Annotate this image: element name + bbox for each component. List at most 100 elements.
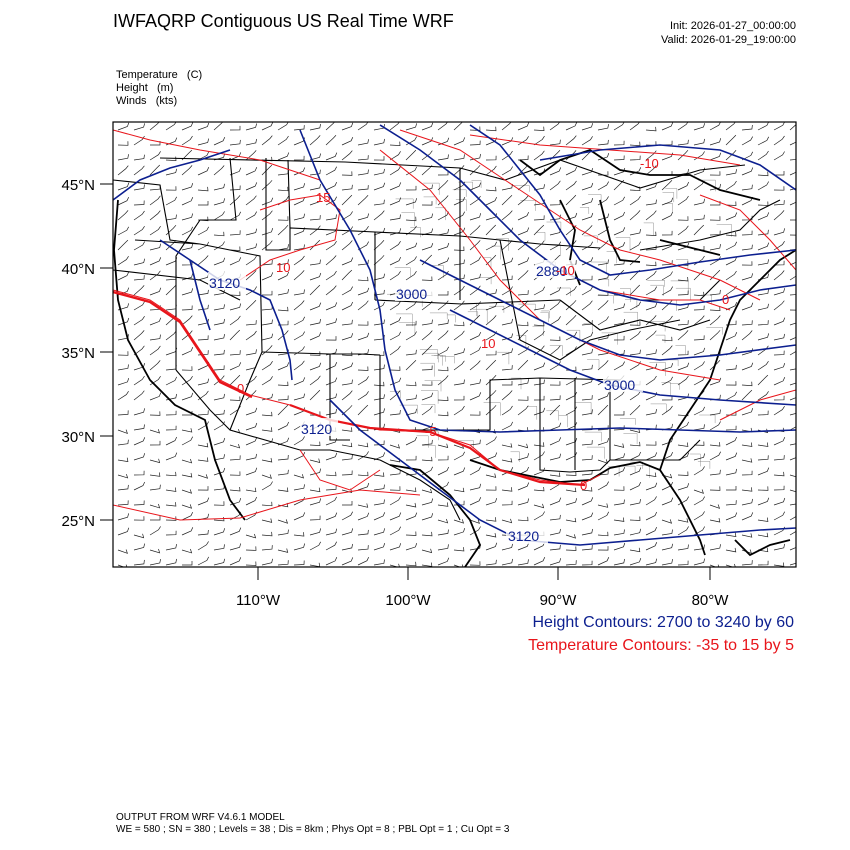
wind-barb [597,360,609,371]
wind-barb [581,257,594,266]
wind-barb [709,486,721,491]
wind-barb [629,499,641,506]
wind-barb [341,454,353,461]
wind-barb [501,183,513,191]
wind-barb [181,273,194,281]
wind-barb [389,486,401,491]
wind-barb [629,255,641,266]
wind-barb [485,533,497,538]
wind-barb [277,216,289,221]
wind-barb [549,122,561,131]
county-line [650,285,664,296]
wind-barb [133,408,146,416]
wind-barb [501,543,514,551]
wind-barb [165,410,177,416]
wind-barb [245,546,257,551]
wind-barb [613,517,625,522]
wind-barb [677,276,689,282]
wind-barb [309,332,322,341]
wind-barb [741,124,753,131]
wind-barb [485,405,497,416]
wind-barb [197,410,209,416]
wind-barb [373,182,386,191]
wind-barb [469,140,481,146]
wind-barb [245,243,258,251]
county-line [541,310,550,319]
county-line [516,335,527,349]
wind-barb [181,288,194,296]
wind-barb [229,230,241,236]
wind-barb [645,482,658,491]
wind-barb [725,452,738,461]
wind-barb [325,134,337,146]
county-line [546,410,559,421]
wind-barb [325,270,337,281]
wind-barb [165,530,177,536]
wind-barb [485,497,498,506]
wind-barb [789,234,796,236]
wind-barb [629,330,641,341]
wind-barb [325,528,338,536]
county-line [623,312,638,326]
wind-barb [741,261,753,266]
wind-barb [261,457,273,463]
wind-barb [325,318,338,326]
wind-barb [453,527,466,536]
wind-barb [725,134,737,146]
wind-barb [501,518,513,524]
wind-barb [133,258,146,266]
wind-barb [565,346,577,356]
wind-barb [421,405,433,416]
wind-barb [597,503,609,508]
wind-barb [469,346,482,356]
wind-barb [613,558,625,566]
wind-barb [293,512,306,521]
wind-barb [725,122,736,131]
wind-barb [725,150,737,161]
wind-barb [245,182,258,191]
wind-barb [117,513,130,521]
wind-barb [549,395,561,401]
wind-barb [229,455,241,461]
wind-barb [373,227,386,236]
wind-barb [773,288,786,296]
wind-barb [469,331,482,341]
wind-barb [405,381,417,387]
wind-barb [133,470,145,476]
wind-barb [213,375,225,386]
wind-barb [501,348,514,356]
wind-barb [485,375,497,386]
wind-barb [181,165,193,176]
county-line [579,207,589,214]
wind-barb [757,171,769,177]
wind-barb [213,241,225,251]
wind-barb [437,300,449,311]
wind-barb [741,151,754,161]
wind-barb [309,389,321,401]
wind-barb [485,390,497,401]
wind-barb [181,226,194,236]
county-line [670,280,689,295]
wind-barb [197,457,209,462]
wind-barb [165,304,177,311]
wind-barb [357,241,370,251]
wind-barb [325,362,338,371]
wind-barb [133,285,145,296]
wind-barb [453,405,465,416]
wind-barb [645,330,657,341]
county-line [467,311,478,319]
county-line [615,237,631,252]
wind-barb [773,270,785,281]
wind-barb [389,214,401,221]
wind-barb [437,544,449,551]
wind-barb [613,529,625,536]
wind-barb [645,441,657,446]
wind-barb [133,516,145,521]
wind-barb [213,198,226,206]
wind-barb [757,486,769,491]
wind-barb [613,467,626,476]
wind-barb [773,317,786,326]
wind-barb [565,240,577,251]
wind-barb [181,527,194,536]
wind-barb [789,159,796,161]
